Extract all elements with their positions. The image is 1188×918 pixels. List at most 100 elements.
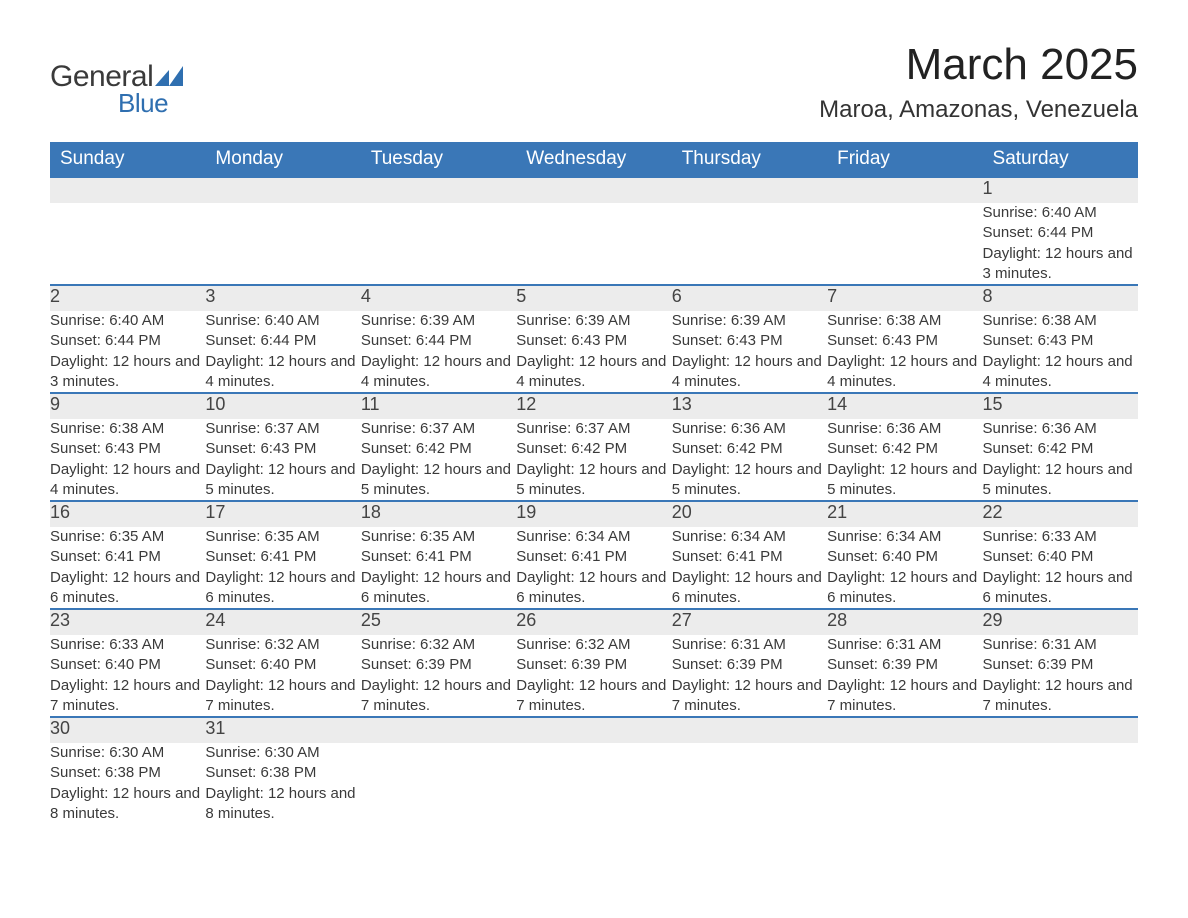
sunset-text: Sunset: 6:44 PM xyxy=(205,331,360,351)
day-content-cell xyxy=(50,203,205,285)
sunrise-text: Sunrise: 6:36 AM xyxy=(827,419,982,439)
daylight-text: Daylight: 12 hours and 3 minutes. xyxy=(983,244,1138,285)
sunset-text: Sunset: 6:42 PM xyxy=(983,439,1138,459)
day-content-cell: Sunrise: 6:32 AMSunset: 6:39 PMDaylight:… xyxy=(361,635,516,717)
daylight-text: Daylight: 12 hours and 7 minutes. xyxy=(516,676,671,717)
day-number-cell: 13 xyxy=(672,393,827,419)
day-number-row: 9101112131415 xyxy=(50,393,1138,419)
sunrise-text: Sunrise: 6:38 AM xyxy=(827,311,982,331)
sunrise-text: Sunrise: 6:30 AM xyxy=(50,743,205,763)
sunrise-text: Sunrise: 6:34 AM xyxy=(672,527,827,547)
daylight-text: Daylight: 12 hours and 8 minutes. xyxy=(50,784,205,825)
day-content-cell: Sunrise: 6:33 AMSunset: 6:40 PMDaylight:… xyxy=(983,527,1138,609)
sunset-text: Sunset: 6:38 PM xyxy=(50,763,205,783)
day-number-cell: 10 xyxy=(205,393,360,419)
day-number-cell: 27 xyxy=(672,609,827,635)
sunset-text: Sunset: 6:38 PM xyxy=(205,763,360,783)
day-number-cell: 6 xyxy=(672,285,827,311)
day-number-cell: 28 xyxy=(827,609,982,635)
sunrise-text: Sunrise: 6:31 AM xyxy=(827,635,982,655)
sunset-text: Sunset: 6:42 PM xyxy=(361,439,516,459)
day-content-cell: Sunrise: 6:35 AMSunset: 6:41 PMDaylight:… xyxy=(361,527,516,609)
day-content-cell: Sunrise: 6:35 AMSunset: 6:41 PMDaylight:… xyxy=(205,527,360,609)
title-block: March 2025 Maroa, Amazonas, Venezuela xyxy=(819,40,1138,124)
weekday-header: Monday xyxy=(205,142,360,177)
sunrise-text: Sunrise: 6:35 AM xyxy=(205,527,360,547)
day-content-cell xyxy=(983,743,1138,824)
day-number-cell xyxy=(361,717,516,743)
sunset-text: Sunset: 6:43 PM xyxy=(983,331,1138,351)
day-content-cell: Sunrise: 6:34 AMSunset: 6:41 PMDaylight:… xyxy=(672,527,827,609)
day-number-cell: 5 xyxy=(516,285,671,311)
day-number-cell: 30 xyxy=(50,717,205,743)
daylight-text: Daylight: 12 hours and 4 minutes. xyxy=(672,352,827,393)
day-number-cell: 17 xyxy=(205,501,360,527)
day-number-cell: 11 xyxy=(361,393,516,419)
sunset-text: Sunset: 6:40 PM xyxy=(205,655,360,675)
sunrise-text: Sunrise: 6:37 AM xyxy=(205,419,360,439)
sunrise-text: Sunrise: 6:31 AM xyxy=(672,635,827,655)
day-content-cell: Sunrise: 6:35 AMSunset: 6:41 PMDaylight:… xyxy=(50,527,205,609)
sunrise-text: Sunrise: 6:32 AM xyxy=(205,635,360,655)
brand-blue: Blue xyxy=(118,88,183,119)
sunrise-text: Sunrise: 6:38 AM xyxy=(50,419,205,439)
sunset-text: Sunset: 6:42 PM xyxy=(516,439,671,459)
weekday-header: Tuesday xyxy=(361,142,516,177)
day-number-cell xyxy=(50,177,205,203)
day-content-row: Sunrise: 6:30 AMSunset: 6:38 PMDaylight:… xyxy=(50,743,1138,824)
sunrise-text: Sunrise: 6:36 AM xyxy=(672,419,827,439)
daylight-text: Daylight: 12 hours and 5 minutes. xyxy=(672,460,827,501)
sunrise-text: Sunrise: 6:34 AM xyxy=(827,527,982,547)
daylight-text: Daylight: 12 hours and 4 minutes. xyxy=(983,352,1138,393)
day-content-cell: Sunrise: 6:38 AMSunset: 6:43 PMDaylight:… xyxy=(50,419,205,501)
brand-logo: General Blue xyxy=(50,60,183,119)
day-content-cell: Sunrise: 6:34 AMSunset: 6:40 PMDaylight:… xyxy=(827,527,982,609)
sunset-text: Sunset: 6:43 PM xyxy=(50,439,205,459)
day-number-cell: 15 xyxy=(983,393,1138,419)
day-content-cell: Sunrise: 6:31 AMSunset: 6:39 PMDaylight:… xyxy=(827,635,982,717)
day-content-row: Sunrise: 6:40 AMSunset: 6:44 PMDaylight:… xyxy=(50,203,1138,285)
day-content-cell: Sunrise: 6:36 AMSunset: 6:42 PMDaylight:… xyxy=(827,419,982,501)
day-number-cell: 21 xyxy=(827,501,982,527)
day-content-cell xyxy=(361,203,516,285)
day-number-cell: 3 xyxy=(205,285,360,311)
daylight-text: Daylight: 12 hours and 3 minutes. xyxy=(50,352,205,393)
day-number-cell: 4 xyxy=(361,285,516,311)
day-number-cell: 8 xyxy=(983,285,1138,311)
weekday-header: Friday xyxy=(827,142,982,177)
day-number-cell: 29 xyxy=(983,609,1138,635)
sunset-text: Sunset: 6:42 PM xyxy=(672,439,827,459)
day-content-cell: Sunrise: 6:33 AMSunset: 6:40 PMDaylight:… xyxy=(50,635,205,717)
day-number-cell: 14 xyxy=(827,393,982,419)
weekday-header: Saturday xyxy=(983,142,1138,177)
day-number-cell xyxy=(516,717,671,743)
sunset-text: Sunset: 6:42 PM xyxy=(827,439,982,459)
day-number-cell: 16 xyxy=(50,501,205,527)
day-content-cell: Sunrise: 6:37 AMSunset: 6:42 PMDaylight:… xyxy=(361,419,516,501)
daylight-text: Daylight: 12 hours and 4 minutes. xyxy=(516,352,671,393)
calendar-body: 1Sunrise: 6:40 AMSunset: 6:44 PMDaylight… xyxy=(50,177,1138,824)
daylight-text: Daylight: 12 hours and 5 minutes. xyxy=(205,460,360,501)
day-content-cell: Sunrise: 6:37 AMSunset: 6:43 PMDaylight:… xyxy=(205,419,360,501)
day-number-cell: 26 xyxy=(516,609,671,635)
daylight-text: Daylight: 12 hours and 4 minutes. xyxy=(205,352,360,393)
daylight-text: Daylight: 12 hours and 6 minutes. xyxy=(827,568,982,609)
day-number-cell xyxy=(827,177,982,203)
sunset-text: Sunset: 6:41 PM xyxy=(672,547,827,567)
daylight-text: Daylight: 12 hours and 6 minutes. xyxy=(361,568,516,609)
weekday-row: SundayMondayTuesdayWednesdayThursdayFrid… xyxy=(50,142,1138,177)
daylight-text: Daylight: 12 hours and 6 minutes. xyxy=(983,568,1138,609)
day-content-cell: Sunrise: 6:39 AMSunset: 6:43 PMDaylight:… xyxy=(516,311,671,393)
day-number-cell xyxy=(205,177,360,203)
day-content-cell: Sunrise: 6:30 AMSunset: 6:38 PMDaylight:… xyxy=(205,743,360,824)
day-content-cell xyxy=(827,203,982,285)
daylight-text: Daylight: 12 hours and 5 minutes. xyxy=(361,460,516,501)
sunrise-text: Sunrise: 6:40 AM xyxy=(205,311,360,331)
day-content-cell: Sunrise: 6:40 AMSunset: 6:44 PMDaylight:… xyxy=(50,311,205,393)
sunset-text: Sunset: 6:39 PM xyxy=(361,655,516,675)
day-content-cell xyxy=(672,743,827,824)
day-content-cell: Sunrise: 6:40 AMSunset: 6:44 PMDaylight:… xyxy=(205,311,360,393)
sunset-text: Sunset: 6:39 PM xyxy=(672,655,827,675)
day-number-cell xyxy=(361,177,516,203)
sunrise-text: Sunrise: 6:30 AM xyxy=(205,743,360,763)
